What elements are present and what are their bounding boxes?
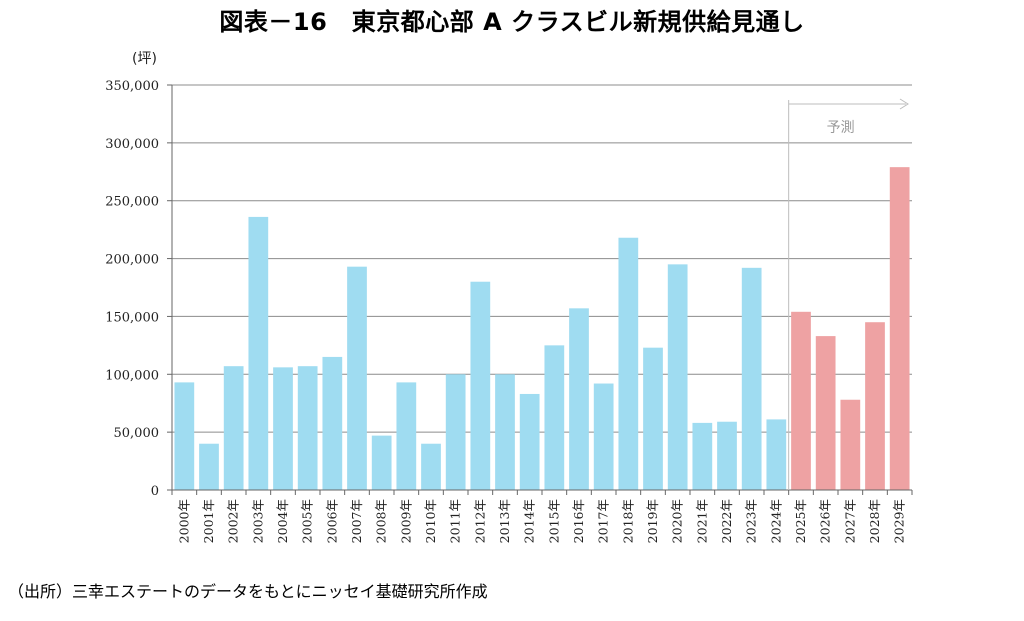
bar-2021年 [692, 422, 713, 490]
bar-chart: 0 50,000 100,000 150,000 200,000 250,000 300,0… [105, 51, 913, 543]
bar-2010年 [421, 443, 441, 490]
bar-2022年 [717, 421, 737, 490]
chart-title: 図表－16 東京都心部 A クラスビル新規供給見通し [219, 8, 805, 36]
x-tick-label: 2011年 [448, 499, 463, 543]
bar-2017年 [593, 383, 614, 490]
bar-2027年 [840, 399, 861, 490]
bar-2008年 [371, 435, 392, 490]
bar-2004年 [273, 367, 293, 490]
x-tick-label: 2027年 [842, 499, 857, 543]
x-tick-label: 2002年 [226, 499, 241, 543]
x-tick-label: 2007年 [349, 499, 364, 543]
y-tick-label: 100,000 [105, 368, 159, 383]
bar-2025年 [791, 311, 811, 490]
x-tick-label: 2025年 [793, 499, 808, 543]
bar-2020年 [667, 264, 688, 490]
bar-2029年 [889, 167, 910, 490]
bar-2026年 [815, 336, 836, 490]
x-tick-label: 2024年 [768, 499, 783, 543]
bar-2013年 [495, 374, 515, 490]
bar-2001年 [199, 443, 219, 490]
x-tick-label: 2015年 [546, 499, 561, 543]
x-tick-label: 2005年 [300, 499, 315, 543]
x-tick-label: 2004年 [275, 499, 290, 543]
y-tick-label: 350,000 [105, 79, 159, 94]
y-tick-label: 150,000 [105, 310, 159, 325]
bar-2000年 [174, 382, 195, 490]
x-tick-label: 2026年 [818, 499, 833, 543]
x-tick-label: 2012年 [472, 499, 487, 543]
y-tick-label: 200,000 [105, 253, 159, 268]
x-tick-label: 2014年 [522, 499, 537, 543]
bar-2005年 [297, 366, 318, 490]
bar-2018年 [618, 237, 639, 490]
x-tick-label: 2013年 [497, 499, 512, 543]
x-tick-label: 2016年 [571, 499, 586, 543]
x-tick-label: 2020年 [670, 499, 685, 543]
y-tick-label: 50,000 [114, 426, 160, 441]
bar-2009年 [396, 382, 417, 490]
x-tick-label: 2001年 [201, 499, 216, 543]
x-tick-label: 2000年 [176, 499, 191, 543]
x-axis: 2000年 2001年 2002年 2003年 2004年 2005年 2006年 2007年… [171, 489, 913, 543]
bar-2012年 [470, 281, 491, 490]
bar-2007年 [347, 266, 367, 490]
y-tick-label: 300,000 [105, 137, 159, 152]
forecast-marker: 予測 [788, 98, 909, 490]
bar-2023年 [741, 267, 762, 490]
bar-2019年 [643, 347, 663, 490]
x-tick-label: 2009年 [398, 499, 413, 543]
x-tick-label: 2018年 [620, 499, 635, 543]
y-tick-label: 0 [151, 484, 159, 499]
x-tick-label: 2006年 [324, 499, 339, 543]
forecast-arrow-head [899, 98, 909, 110]
bar-2003年 [248, 216, 269, 490]
x-tick-label: 2017年 [596, 499, 611, 543]
x-tick-label: 2021年 [694, 499, 709, 543]
bar-2016年 [569, 308, 589, 490]
x-tick-label: 2019年 [645, 499, 660, 543]
y-axis-unit-label: (坪) [132, 51, 157, 67]
bar-2024年 [766, 419, 787, 490]
x-tick-label: 2022年 [719, 499, 734, 543]
x-tick-label: 2028年 [867, 499, 882, 543]
forecast-label: 予測 [827, 120, 855, 136]
bar-2002年 [223, 366, 244, 490]
x-tick-label: 2008年 [374, 499, 389, 543]
bar-2006年 [322, 356, 343, 490]
bar-2011年 [445, 374, 466, 490]
y-tick-label: 250,000 [105, 195, 159, 210]
bar-2014年 [519, 393, 540, 490]
x-tick-label: 2029年 [892, 499, 907, 543]
bars [174, 167, 910, 490]
bar-2028年 [865, 322, 885, 490]
x-tick-label: 2003年 [250, 499, 265, 543]
x-tick-label: 2023年 [744, 499, 759, 543]
y-axis: 0 50,000 100,000 150,000 200,000 250,000 300,0… [105, 79, 173, 499]
source-note: （出所）三幸エステートのデータをもとにニッセイ基礎研究所作成 [8, 582, 488, 601]
bar-2015年 [544, 345, 565, 490]
x-tick-label: 2010年 [423, 499, 438, 543]
